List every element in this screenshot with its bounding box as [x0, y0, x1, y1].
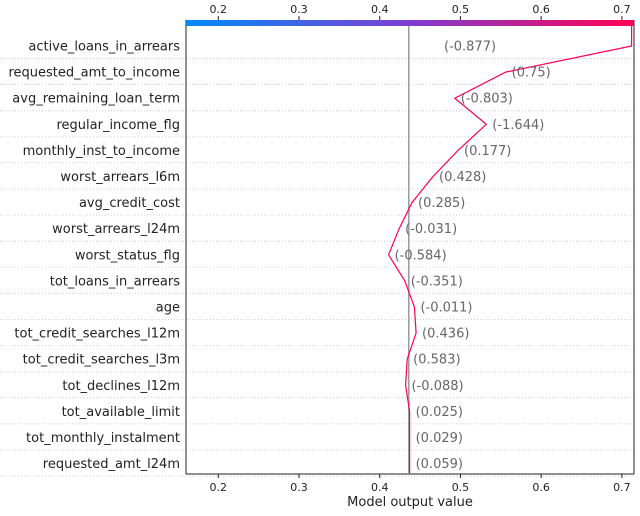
feature-value-label: (0.059) — [416, 457, 463, 472]
feature-name-label: tot_monthly_instalment — [26, 431, 180, 446]
feature-value-label: (-1.644) — [492, 118, 544, 133]
feature-value-label: (0.177) — [464, 144, 511, 159]
feature-value-label: (-0.088) — [412, 379, 464, 394]
top-tick-label: 0.5 — [452, 3, 470, 16]
top-tick-label: 0.2 — [210, 3, 228, 16]
feature-name-label: monthly_inst_to_income — [23, 144, 180, 159]
feature-value-label: (0.583) — [413, 353, 460, 368]
feature-value-label: (0.428) — [439, 170, 486, 185]
feature-value-label: (-0.803) — [461, 92, 513, 107]
feature-name-label: tot_declines_l12m — [62, 379, 180, 394]
top-tick-label: 0.3 — [290, 3, 308, 16]
feature-name-label: avg_remaining_loan_term — [12, 92, 180, 107]
feature-name-label: active_loans_in_arrears — [28, 40, 180, 55]
feature-name-label: age — [156, 301, 180, 316]
feature-name-label: tot_available_limit — [62, 405, 180, 420]
x-axis-label: Model output value — [347, 495, 473, 510]
feature-name-label: tot_loans_in_arrears — [50, 274, 180, 289]
feature-name-label: tot_credit_searches_l3m — [23, 353, 180, 368]
feature-value-label: (-0.031) — [405, 222, 457, 237]
decision-path-line — [387, 26, 633, 474]
x-tick-label: 0.5 — [452, 481, 470, 494]
feature-name-label: requested_amt_l24m — [43, 457, 180, 472]
feature-name-label: worst_arrears_l24m — [52, 222, 180, 237]
feature-value-label: (0.025) — [416, 405, 463, 420]
feature-value-label: (-0.877) — [444, 40, 496, 55]
feature-value-label: (0.436) — [422, 327, 469, 342]
feature-value-label: (-0.011) — [420, 301, 472, 316]
feature-name-label: requested_amt_to_income — [8, 66, 180, 81]
x-tick-label: 0.7 — [613, 481, 631, 494]
feature-value-label: (-0.351) — [411, 274, 463, 289]
x-tick-label: 0.3 — [290, 481, 308, 494]
feature-name-label: avg_credit_cost — [79, 196, 180, 211]
feature-value-label: (0.285) — [418, 196, 465, 211]
top-tick-label: 0.7 — [613, 3, 631, 16]
feature-name-label: regular_income_flg — [56, 118, 180, 133]
grid-lines — [0, 58, 634, 477]
feature-value-labels: (-0.877) (0.75) (-0.803) (-1.644) (0.177) (0.… — [395, 40, 551, 473]
feature-labels: active_loans_in_arrears requested_amt_to_… — [8, 40, 180, 473]
feature-name-label: worst_arrears_l6m — [60, 170, 180, 185]
feature-value-label: (0.75) — [512, 66, 551, 81]
feature-name-label: tot_credit_searches_l12m — [14, 327, 180, 342]
decision-path — [387, 26, 633, 474]
x-tick-label: 0.2 — [210, 481, 228, 494]
color-bar — [186, 20, 634, 26]
top-tick-label: 0.4 — [371, 3, 389, 16]
x-tick-label: 0.6 — [532, 481, 550, 494]
feature-name-label: worst_status_flg — [75, 248, 180, 263]
x-tick-label: 0.4 — [371, 481, 389, 494]
top-tick-label: 0.6 — [532, 3, 550, 16]
feature-value-label: (-0.584) — [395, 248, 447, 263]
feature-value-label: (0.029) — [416, 431, 463, 446]
